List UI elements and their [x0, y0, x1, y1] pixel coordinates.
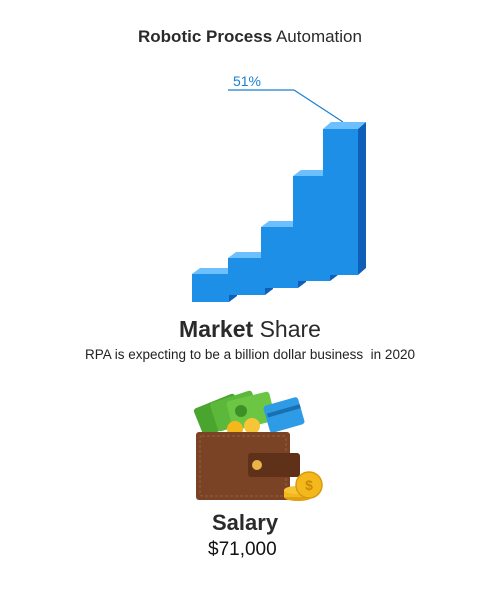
svg-text:$: $: [305, 477, 313, 493]
coins-icon: $: [284, 471, 323, 501]
salary-label: Salary: [212, 510, 279, 535]
chart-percent-label: 51%: [233, 73, 261, 89]
market-title-rest: Share: [259, 316, 321, 342]
bar-5: [323, 122, 366, 275]
title-rest: Automation: [275, 27, 362, 46]
growth-bar-chart-illustration: 51%: [192, 73, 366, 302]
market-share-heading: Market Share: [0, 316, 500, 343]
market-title-bold: Market: [179, 316, 254, 342]
wallet-icon: $: [193, 390, 323, 501]
page-title: Robotic Process Automation: [0, 27, 500, 47]
title-bold: Robotic Process: [138, 27, 273, 46]
bar-3: [261, 221, 306, 288]
market-share-description: RPA is expecting to be a billion dollar …: [85, 347, 415, 362]
credit-card-icon: [263, 397, 305, 433]
wallet-body: [196, 432, 300, 500]
salary-value: $71,000: [208, 539, 277, 560]
leader-line-diagonal: [293, 89, 344, 123]
